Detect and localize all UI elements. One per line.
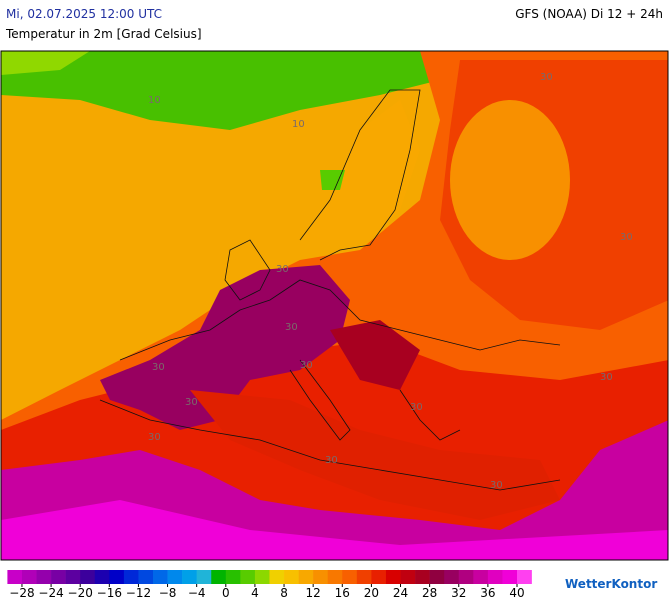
legend-swatch xyxy=(21,570,37,584)
contour-label: 30 xyxy=(152,362,165,373)
legend-label: 0 xyxy=(222,586,230,600)
legend-label: −8 xyxy=(159,586,177,600)
legend-label: 8 xyxy=(280,586,288,600)
legend-label: 20 xyxy=(364,586,379,600)
legend-swatch xyxy=(385,570,401,584)
legend-swatch xyxy=(240,570,256,584)
contour-label: 30 xyxy=(325,455,338,466)
map-title: Temperatur in 2m [Grad Celsius] xyxy=(5,27,202,41)
mediterranean xyxy=(190,390,560,520)
legend-swatch xyxy=(196,570,212,584)
legend-label: 40 xyxy=(509,586,524,600)
coastlines xyxy=(99,89,561,491)
cool-area xyxy=(1,51,90,75)
legend-label: 16 xyxy=(335,586,350,600)
heat-core-balkan xyxy=(330,320,420,390)
legend-swatch xyxy=(211,570,227,584)
legend-swatch xyxy=(7,570,23,584)
cool-spot xyxy=(320,170,345,190)
cooler-russia xyxy=(450,100,570,260)
legend-swatch xyxy=(327,570,343,584)
legend-swatch xyxy=(444,570,460,584)
legend-swatch xyxy=(182,570,197,584)
contour-label: 30 xyxy=(600,372,613,383)
legend-label: −24 xyxy=(38,586,63,600)
contour-labels: 10 10 30 30 30 30 30 30 30 30 30 30 30 30 xyxy=(148,72,633,491)
legend-swatch xyxy=(342,570,358,584)
contour-label: 30 xyxy=(540,72,553,83)
contour-label: 30 xyxy=(300,360,313,371)
model: GFS (NOAA) Di 12 + 24h xyxy=(515,7,663,21)
legend-swatch xyxy=(298,570,314,584)
legend-label: 32 xyxy=(451,586,466,600)
legend-swatch xyxy=(356,570,372,584)
legend-swatch xyxy=(371,570,387,584)
legend-swatch xyxy=(225,570,241,584)
contour-label: 10 xyxy=(292,119,305,130)
legend-label: 28 xyxy=(422,586,437,600)
color-legend: −28 −24 −20 −16 −12 −8 −4 0 4 8 12 16 20 24 28 32 36 40 xyxy=(7,570,532,600)
legend-swatch xyxy=(36,570,52,584)
date: Mi, 02.07.2025 12:00 UTC xyxy=(6,7,162,21)
legend-label: −20 xyxy=(68,586,93,600)
legend-label: 12 xyxy=(306,586,321,600)
legend-swatch xyxy=(254,570,270,584)
legend-label: −16 xyxy=(97,586,122,600)
map xyxy=(0,50,669,561)
logo: WetterKontor xyxy=(565,577,657,591)
contour-label: 30 xyxy=(276,264,289,275)
legend-swatch xyxy=(80,570,96,584)
contour-label: 30 xyxy=(410,402,423,413)
legend-label: −28 xyxy=(9,586,34,600)
legend-label: −12 xyxy=(126,586,151,600)
contour-label: 10 xyxy=(148,95,161,106)
cold-area xyxy=(1,51,460,130)
legend-swatch xyxy=(473,570,489,584)
contour-label: 30 xyxy=(490,480,503,491)
contour-label: 30 xyxy=(285,322,298,333)
legend-swatch xyxy=(109,570,125,584)
legend-swatch xyxy=(429,570,445,584)
legend-swatch xyxy=(153,570,168,584)
legend-swatch xyxy=(458,570,474,584)
legend-swatch xyxy=(400,570,416,584)
legend-label: 36 xyxy=(480,586,495,600)
legend-swatch xyxy=(502,570,518,584)
legend-swatch xyxy=(487,570,503,584)
extreme-heat xyxy=(1,500,668,560)
legend-swatch xyxy=(123,570,139,584)
scandinavia xyxy=(300,100,420,240)
legend-swatch xyxy=(284,570,299,584)
contour-label: 30 xyxy=(185,397,198,408)
legend-swatch xyxy=(269,570,285,584)
heat-core-west xyxy=(100,265,350,430)
contour-label: 30 xyxy=(620,232,633,243)
legend-swatch xyxy=(94,570,110,584)
legend-label: 4 xyxy=(251,586,259,600)
legend-swatch xyxy=(415,570,430,584)
legend-swatch xyxy=(517,570,532,584)
contour-label: 30 xyxy=(148,432,161,443)
legend-swatch xyxy=(167,570,183,584)
legend-label: −4 xyxy=(188,586,206,600)
legend-swatch xyxy=(65,570,81,584)
map-frame xyxy=(0,50,669,561)
legend-label: 24 xyxy=(393,586,408,600)
legend-swatch xyxy=(51,570,66,584)
legend-swatch xyxy=(313,570,329,584)
legend-swatch xyxy=(138,570,154,584)
